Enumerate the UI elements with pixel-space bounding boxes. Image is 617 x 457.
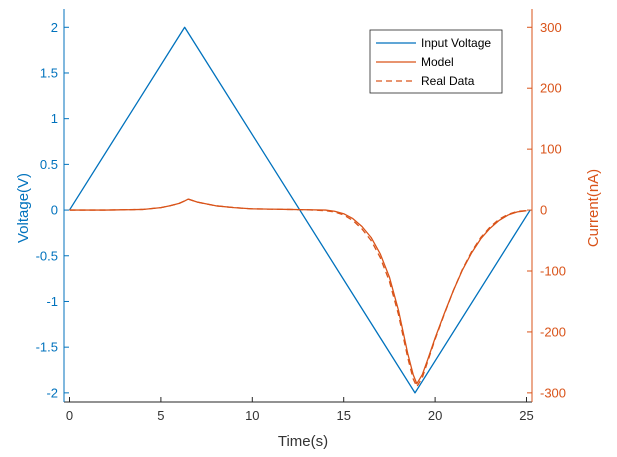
left-y-tick-label: 1 <box>51 111 58 126</box>
right-y-tick-label: 300 <box>540 20 562 35</box>
axes-layer <box>63 9 533 403</box>
legend-label-input-voltage: Input Voltage <box>421 36 491 50</box>
x-tick-label: 10 <box>245 408 259 423</box>
series-layer <box>68 26 531 394</box>
right-y-axis-label: Current(nA) <box>585 169 602 247</box>
left-y-tick-label: 0 <box>51 203 58 218</box>
left-y-tick-label: -2 <box>46 385 58 400</box>
left-y-tick-label: 2 <box>51 20 58 35</box>
x-tick-label: 15 <box>336 408 350 423</box>
left-y-tick-label: 0.5 <box>40 157 58 172</box>
x-tick-label: 0 <box>66 408 73 423</box>
legend: Input Voltage Model Real Data <box>369 29 503 94</box>
right-y-tick-label: -100 <box>540 264 566 279</box>
left-y-tick-label: -1.5 <box>36 340 58 355</box>
x-tick-label: 5 <box>157 408 164 423</box>
left-y-tick-label: -1 <box>46 294 58 309</box>
left-y-axis-label: Voltage(V) <box>15 173 32 243</box>
x-axis-label: Time(s) <box>278 433 328 450</box>
right-y-tick-label: 0 <box>540 203 547 218</box>
right-y-tick-label: -300 <box>540 385 566 400</box>
series-line-real-data <box>69 198 527 388</box>
right-y-tick-label: 200 <box>540 81 562 96</box>
left-y-tick-label: 1.5 <box>40 65 58 80</box>
x-tick-label: 25 <box>519 408 533 423</box>
right-y-tick-label: -200 <box>540 324 566 339</box>
legend-label-real-data: Real Data <box>421 74 475 88</box>
legend-label-model: Model <box>421 55 454 69</box>
x-tick-label: 20 <box>428 408 442 423</box>
left-y-tick-label: -0.5 <box>36 248 58 263</box>
ticks-layer: 0 5 10 15 20 25 -2 -1.5 -1 -0.5 0 0.5 1 1.5 2 -300 -200 -… <box>36 20 566 423</box>
right-y-tick-label: 100 <box>540 142 562 157</box>
